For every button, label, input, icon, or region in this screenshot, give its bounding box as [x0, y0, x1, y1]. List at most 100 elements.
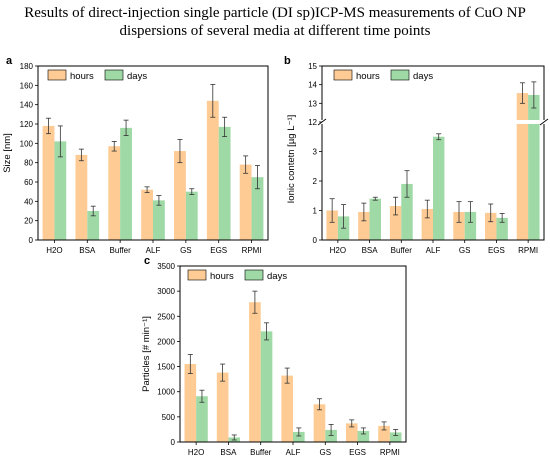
legend-label-days: days	[413, 71, 433, 82]
bar-hours-ALF	[281, 375, 293, 442]
x-tick-label-BSA: BSA	[362, 246, 379, 255]
bar-days-EGS	[496, 217, 508, 240]
panel-label-b: b	[284, 55, 291, 67]
y-tick-label-2: 2	[313, 177, 318, 186]
y-tick-label-3000: 3000	[157, 287, 175, 296]
figure-title-line-2: dispersions of several media at differen…	[119, 23, 431, 39]
axis-break-gap	[318, 120, 548, 124]
x-tick-label-GS: GS	[320, 448, 332, 457]
bar-hours-ALF	[421, 209, 433, 240]
y-tick-label-1500: 1500	[157, 363, 175, 372]
x-tick-label-GS: GS	[459, 246, 471, 255]
x-tick-label-H2O: H2O	[188, 448, 204, 457]
legend-swatch-days	[390, 69, 410, 81]
bar-hours-GS	[453, 211, 465, 240]
bar-hours-BSA	[75, 154, 88, 240]
y-tick-label-0: 0	[171, 438, 176, 447]
figure-title: Results of direct-injection single parti…	[0, 4, 550, 40]
bar-hours-Buffer	[249, 302, 261, 442]
bar-days-BSA	[87, 211, 100, 240]
plot-frame	[179, 265, 407, 443]
y-tick-label-500: 500	[162, 413, 176, 422]
plot-frame	[321, 65, 545, 241]
y-axis-label: Size [nm]	[2, 133, 13, 173]
axis-break-mark-right	[539, 118, 549, 126]
x-tick-label-ALF: ALF	[146, 246, 161, 255]
x-tick-label-EGS: EGS	[349, 448, 366, 457]
figure-title-line-1: Results of direct-injection single parti…	[24, 5, 526, 21]
bar-days-ALF	[293, 431, 305, 442]
bar-days-RPMI	[528, 94, 540, 240]
x-tick-label-ALF: ALF	[426, 246, 441, 255]
bar-hours-H2O	[184, 364, 197, 442]
bar-hours-BSA	[358, 211, 370, 240]
y-tick-label-3500: 3500	[157, 262, 175, 271]
bar-hours-Buffer	[389, 206, 402, 240]
y-tick-label-2500: 2500	[157, 312, 175, 321]
legend-label-hours: hours	[356, 71, 380, 82]
x-tick-label-Buffer: Buffer	[391, 246, 413, 255]
x-tick-label-Buffer: Buffer	[110, 246, 132, 255]
x-tick-label-RPMI: RPMI	[380, 448, 400, 457]
y-tick-label-120: 120	[20, 120, 34, 129]
y-tick-label-15: 15	[308, 62, 317, 71]
bar-days-GS	[185, 191, 198, 240]
legend-label-days: days	[267, 271, 287, 282]
bar-days-H2O	[196, 396, 208, 442]
bar-hours-GS	[313, 404, 326, 442]
x-tick-label-H2O: H2O	[46, 246, 62, 255]
y-tick-label-12: 12	[308, 118, 317, 127]
y-tick-label-140: 140	[20, 101, 34, 110]
bar-hours-GS	[174, 151, 186, 240]
bar-days-EGS	[218, 126, 231, 240]
panel-label-a: a	[6, 55, 13, 67]
y-tick-label-2000: 2000	[157, 337, 175, 346]
bar-hours-EGS	[206, 100, 219, 240]
bar-hours-RPMI	[516, 93, 529, 240]
y-tick-label-80: 80	[24, 159, 33, 168]
bar-days-Buffer	[260, 331, 273, 442]
x-tick-label-EGS: EGS	[488, 246, 505, 255]
x-tick-label-GS: GS	[180, 246, 192, 255]
y-tick-label-14: 14	[308, 81, 317, 90]
y-tick-label-0: 0	[29, 236, 34, 245]
x-tick-label-Buffer: Buffer	[250, 448, 272, 457]
x-tick-label-H2O: H2O	[330, 246, 346, 255]
bar-days-GS	[464, 211, 477, 240]
bar-hours-RPMI	[239, 164, 252, 240]
x-tick-label-RPMI: RPMI	[518, 246, 538, 255]
bar-days-RPMI	[389, 432, 402, 442]
bar-hours-H2O	[42, 125, 55, 240]
bar-days-Buffer	[401, 183, 413, 240]
bar-days-EGS	[357, 430, 370, 442]
legend-swatch-days	[104, 69, 124, 81]
legend-label-days: days	[127, 71, 147, 82]
bar-days-ALF	[433, 136, 445, 240]
bar-hours-Buffer	[108, 146, 121, 240]
legend-swatch-days	[244, 269, 264, 281]
legend-swatch-hours	[333, 69, 353, 81]
x-tick-label-EGS: EGS	[210, 246, 227, 255]
legend-label-hours: hours	[70, 71, 94, 82]
bar-days-GS	[325, 429, 337, 442]
bar-hours-ALF	[141, 189, 153, 240]
bar-hours-EGS	[485, 212, 497, 240]
x-tick-label-BSA: BSA	[220, 448, 237, 457]
plot-frame	[37, 65, 269, 241]
bar-hours-BSA	[216, 372, 229, 442]
legend-swatch-hours	[47, 69, 67, 81]
bar-days-BSA	[369, 198, 381, 240]
x-tick-label-BSA: BSA	[79, 246, 96, 255]
x-tick-label-RPMI: RPMI	[242, 246, 262, 255]
bar-hours-RPMI	[378, 425, 390, 442]
y-tick-label-180: 180	[20, 62, 34, 71]
y-tick-label-3: 3	[313, 148, 318, 157]
x-tick-label-ALF: ALF	[286, 448, 301, 457]
y-tick-label-60: 60	[24, 178, 33, 187]
legend-swatch-hours	[187, 269, 207, 281]
bar-days-ALF	[153, 200, 165, 240]
bar-days-H2O	[54, 141, 67, 240]
y-axis-label: Particles [# min⁻¹]	[141, 316, 152, 392]
legend-label-hours: hours	[210, 271, 234, 282]
